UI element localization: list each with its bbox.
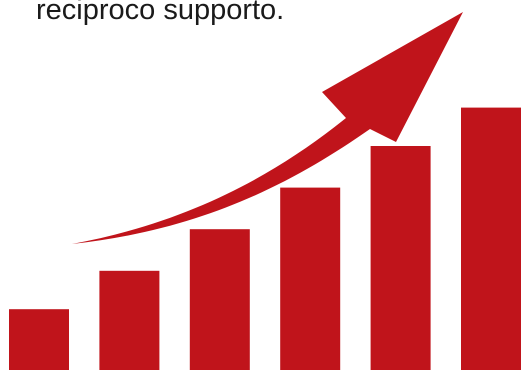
bar-4: [280, 187, 341, 370]
trend-arrow-icon: [72, 12, 463, 244]
bar-2: [99, 270, 160, 370]
bar-6: [461, 107, 521, 370]
bar-3: [189, 229, 250, 370]
bar-5: [370, 146, 431, 370]
bar-1: [9, 309, 69, 370]
caption-text: reciproco supporto.: [36, 0, 285, 26]
bars-group: [9, 107, 521, 370]
